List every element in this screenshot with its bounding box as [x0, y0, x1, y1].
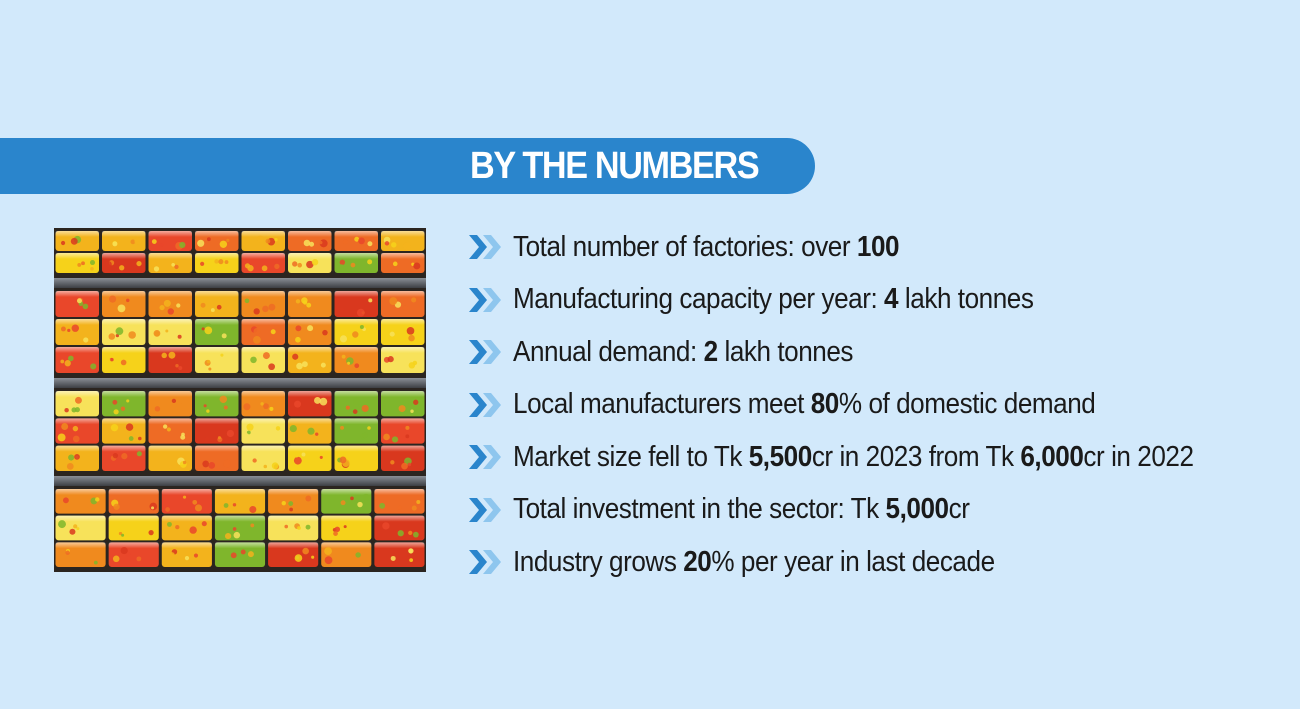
double-chevron-icon	[469, 392, 501, 417]
fruit-shelves-photo	[54, 228, 426, 572]
fact-text: Total investment in the sector: Tk 5,000…	[513, 493, 970, 526]
fact-text: Industry grows 20% per year in last deca…	[513, 545, 995, 578]
fact-item: Market size fell to Tk 5,500cr in 2023 f…	[468, 431, 1288, 484]
fact-item: Manufacturing capacity per year: 4 lakh …	[468, 274, 1288, 327]
fact-text: Total number of factories: over 100	[513, 230, 900, 263]
fact-text: Local manufacturers meet 80% of domestic…	[513, 388, 1096, 421]
double-chevron-icon	[469, 497, 501, 522]
double-chevron-icon	[469, 287, 501, 312]
fact-text: Annual demand: 2 lakh tonnes	[513, 335, 854, 368]
double-chevron-icon	[469, 550, 501, 575]
fact-item: Total investment in the sector: Tk 5,000…	[468, 484, 1288, 537]
fact-item: Total number of factories: over 100	[468, 221, 1288, 274]
fact-item: Industry grows 20% per year in last deca…	[468, 536, 1288, 589]
double-chevron-icon	[469, 235, 501, 260]
facts-list: Total number of factories: over 100 Manu…	[468, 221, 1288, 589]
fact-item: Local manufacturers meet 80% of domestic…	[468, 379, 1288, 432]
fact-item: Annual demand: 2 lakh tonnes	[468, 326, 1288, 379]
banner-title: BY THE NUMBERS	[470, 145, 760, 187]
double-chevron-icon	[469, 445, 501, 470]
fact-text: Market size fell to Tk 5,500cr in 2023 f…	[513, 440, 1194, 473]
title-banner: BY THE NUMBERS	[0, 138, 815, 194]
double-chevron-icon	[469, 340, 501, 365]
fact-text: Manufacturing capacity per year: 4 lakh …	[513, 283, 1034, 316]
